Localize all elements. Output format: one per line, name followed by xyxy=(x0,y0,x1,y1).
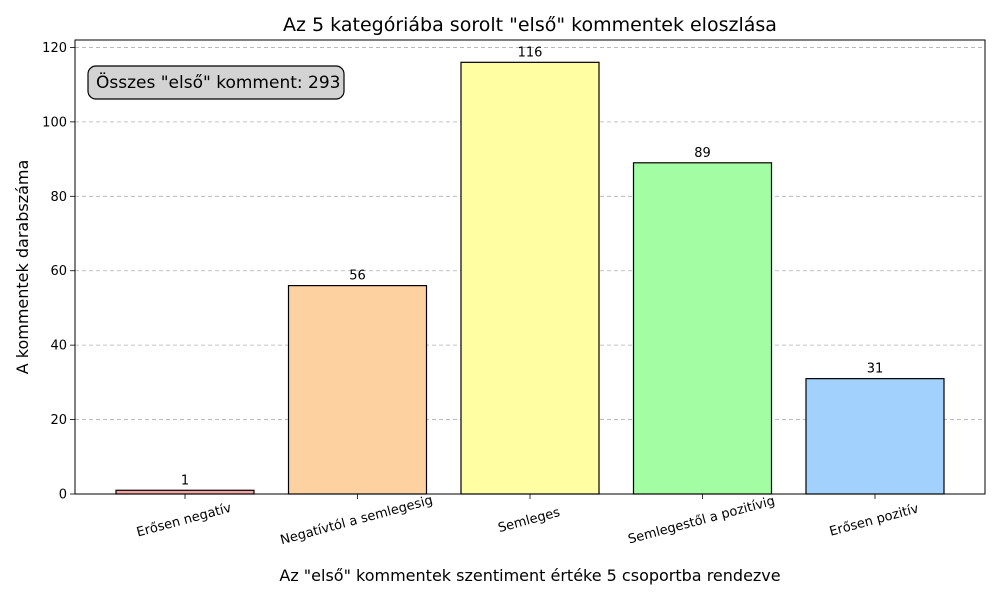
total-annotation-box xyxy=(87,65,345,100)
x-tick-label: Semleges xyxy=(496,505,561,536)
bar xyxy=(632,162,773,495)
x-axis: Erősen negatív Negatívtól a semlegesig Sem… xyxy=(135,493,921,548)
x-tick-label: Semlegestől a pozitívig xyxy=(627,494,777,548)
total-annotation-text: Összes "első" komment: 293 xyxy=(96,71,340,93)
y-axis-label: A kommentek darabszáma xyxy=(13,160,32,375)
data-label: 31 xyxy=(867,362,884,377)
data-label: 116 xyxy=(518,45,543,60)
y-axis: 0 20 40 60 80 100 120 xyxy=(42,41,75,503)
chart-title: Az 5 kategóriába sorolt "első" kommentek… xyxy=(283,14,777,36)
total-annotation: Összes "első" komment: 293 xyxy=(87,65,345,100)
x-tick-label: Erősen negatív xyxy=(135,501,233,541)
bar xyxy=(460,61,600,495)
y-tick-label: 120 xyxy=(42,41,67,56)
x-axis-label: Az "első" kommentek szentiment értéke 5 … xyxy=(279,566,780,585)
bar xyxy=(805,378,945,495)
bar xyxy=(115,489,255,495)
bars: 1 56 116 89 31 xyxy=(115,45,945,495)
y-tick-label: 0 xyxy=(59,488,67,503)
data-label: 56 xyxy=(349,269,366,284)
y-tick-label: 40 xyxy=(50,339,67,354)
bar xyxy=(287,285,428,495)
y-tick-label: 100 xyxy=(42,115,67,130)
data-label: 89 xyxy=(694,146,711,161)
y-tick-label: 20 xyxy=(50,413,67,428)
x-tick-label: Negatívtól a semlegesig xyxy=(279,493,435,548)
plot-frame xyxy=(74,39,986,495)
y-tick-label: 60 xyxy=(50,264,67,279)
data-label: 1 xyxy=(181,473,189,488)
y-tick-label: 80 xyxy=(50,190,67,205)
x-tick-label: Erősen pozitív xyxy=(828,501,921,539)
